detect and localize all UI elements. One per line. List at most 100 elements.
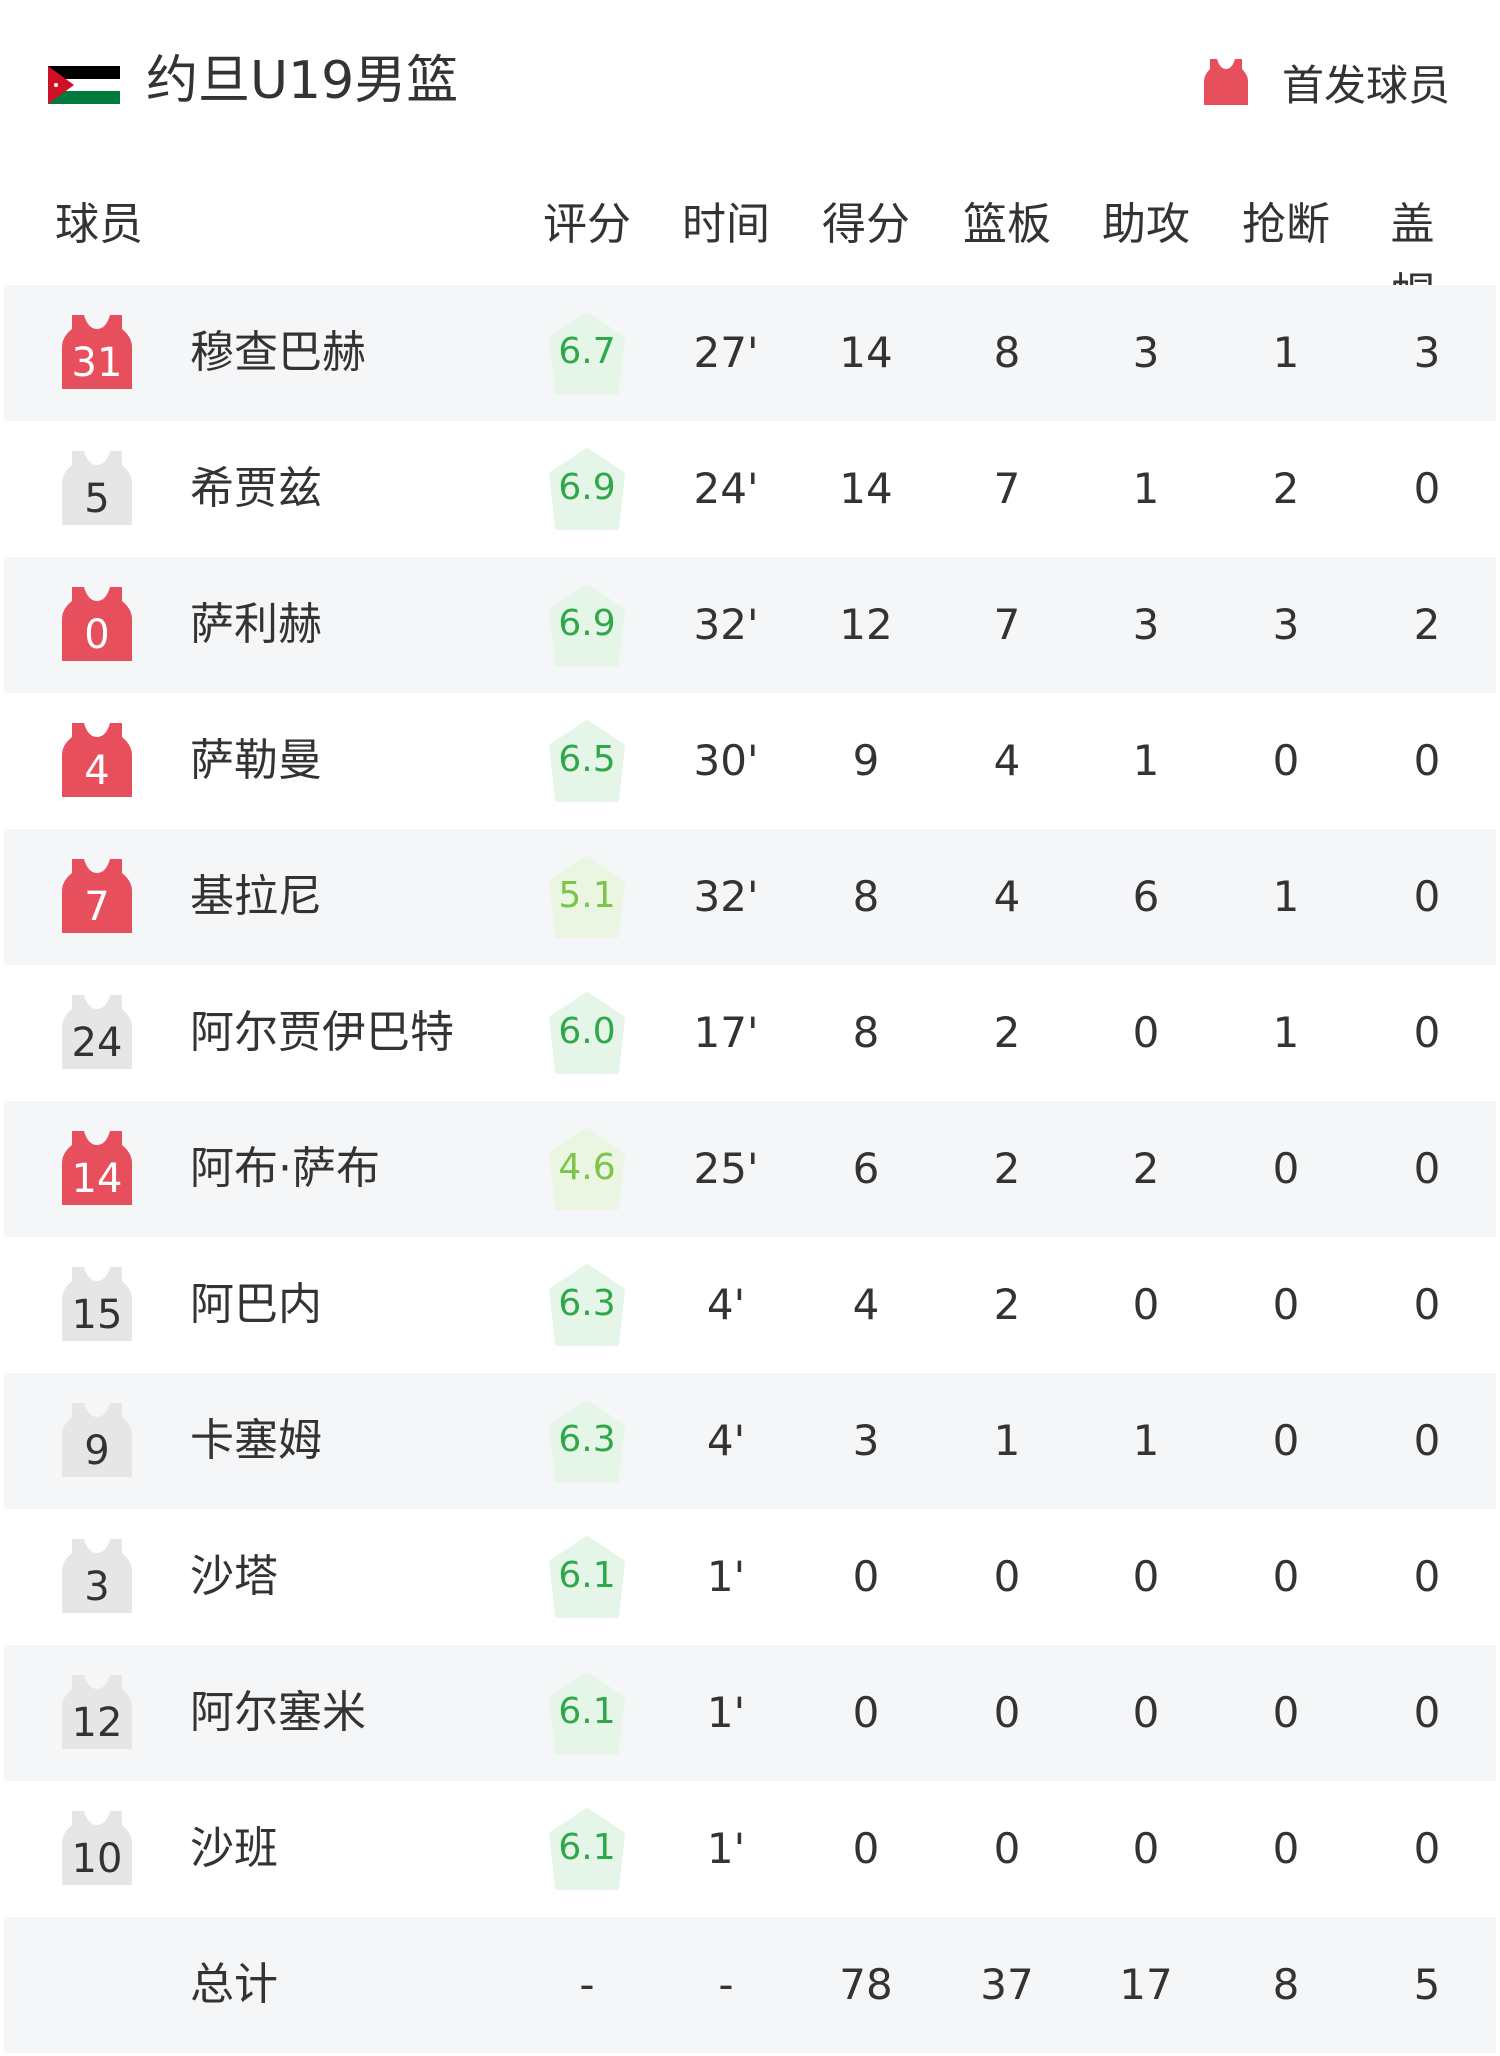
jersey-icon [1203, 59, 1248, 105]
stat-rebounds: 7 [993, 600, 1021, 649]
rating-pentagon-icon [549, 312, 625, 394]
player-name[interactable]: 阿尔贾伊巴特 [190, 1007, 454, 1058]
player-name[interactable]: 萨利赫 [190, 599, 322, 650]
stat-blocks: 0 [1413, 1416, 1441, 1465]
table-row[interactable]: 10 沙班 6.1 1' 0 0 0 0 0 [4, 1781, 1496, 1917]
rating-pentagon-icon [549, 1808, 625, 1890]
table-row[interactable]: 12 阿尔塞米 6.1 1' 0 0 0 0 0 [4, 1645, 1496, 1781]
rating-badge: 6.0 [547, 992, 627, 1074]
stat-steals: 0 [1272, 1824, 1300, 1873]
rating-value: 6.9 [558, 603, 616, 644]
player-name[interactable]: 沙塔 [190, 1551, 278, 1602]
rating-value: 6.7 [558, 331, 616, 372]
stat-time: 32' [693, 872, 759, 921]
player-name[interactable]: 阿布·萨布 [190, 1143, 380, 1194]
player-name[interactable]: 希贾兹 [190, 463, 322, 514]
table-row[interactable]: 3 沙塔 6.1 1' 0 0 0 0 0 [4, 1509, 1496, 1645]
jersey-icon [62, 1267, 132, 1341]
jersey-icon [62, 995, 132, 1069]
column-header-rebounds[interactable]: 篮板 [963, 199, 1051, 250]
jersey-icon [62, 1675, 132, 1749]
stat-time: 1' [706, 1824, 746, 1873]
stat-time: 1' [706, 1552, 746, 1601]
player-name[interactable]: 卡塞姆 [190, 1415, 322, 1466]
stat-assists: 1 [1132, 464, 1160, 513]
table-row[interactable]: 24 阿尔贾伊巴特 6.0 17' 8 2 0 1 0 [4, 965, 1496, 1101]
table-row[interactable]: 5 希贾兹 6.9 24' 14 7 1 2 0 [4, 421, 1496, 557]
stat-rebounds: 2 [993, 1144, 1021, 1193]
jersey-number-badge: 12 [62, 1675, 132, 1749]
rating-value: 6.0 [558, 1011, 616, 1052]
jersey-number: 24 [71, 1020, 123, 1066]
stat-points: 12 [839, 600, 893, 649]
stat-time: 25' [693, 1144, 759, 1193]
stat-blocks: 0 [1413, 1280, 1441, 1329]
stat-blocks: 0 [1413, 1824, 1441, 1873]
table-row[interactable]: 15 阿巴内 6.3 4' 4 2 0 0 0 [4, 1237, 1496, 1373]
totals-row[interactable]: 总计 - - 78 37 17 8 5 [4, 1917, 1496, 2053]
jersey-number: 0 [84, 612, 110, 658]
table-row[interactable]: 7 基拉尼 5.1 32' 8 4 6 1 0 [4, 829, 1496, 965]
rating-pentagon-icon [549, 720, 625, 802]
jersey-icon [62, 1131, 132, 1205]
stat-blocks: 2 [1413, 600, 1441, 649]
jersey-icon [62, 315, 132, 389]
stat-points: 4 [852, 1280, 880, 1329]
stat-steals: 8 [1272, 1960, 1300, 2009]
player-name[interactable]: 阿巴内 [190, 1279, 322, 1330]
jersey-icon [62, 723, 132, 797]
stat-steals: 0 [1272, 1280, 1300, 1329]
jersey-number: 9 [84, 1428, 110, 1474]
totals-label: 总计 [190, 1959, 278, 2010]
stat-points: 14 [839, 328, 893, 377]
rating-value: 5.1 [558, 875, 616, 916]
rating-badge: 6.1 [547, 1536, 627, 1618]
rating-badge: 6.9 [547, 448, 627, 530]
player-name[interactable]: 沙班 [190, 1823, 278, 1874]
stat-assists: 0 [1132, 1552, 1160, 1601]
column-header-rating[interactable]: 评分 [543, 199, 631, 250]
stat-steals: 2 [1272, 464, 1300, 513]
rating-value: 6.9 [558, 467, 616, 508]
column-header-points[interactable]: 得分 [822, 199, 910, 250]
column-header-time[interactable]: 时间 [682, 199, 770, 250]
rating-pentagon-icon [549, 1128, 625, 1210]
table-row[interactable]: 9 卡塞姆 6.3 4' 3 1 1 0 0 [4, 1373, 1496, 1509]
player-name[interactable]: 萨勒曼 [190, 735, 322, 786]
rating-badge: 6.1 [547, 1808, 627, 1890]
rating-badge: 6.7 [547, 312, 627, 394]
rating-value: 6.1 [558, 1691, 616, 1732]
jersey-number: 12 [71, 1700, 123, 1746]
player-name[interactable]: 穆查巴赫 [190, 327, 366, 378]
stat-assists: 1 [1132, 736, 1160, 785]
stat-assists: 1 [1132, 1416, 1160, 1465]
table-row[interactable]: 4 萨勒曼 6.5 30' 9 4 1 0 0 [4, 693, 1496, 829]
stat-time: - [718, 1960, 734, 2009]
jersey-number: 7 [84, 884, 110, 930]
column-header-steals[interactable]: 抢断 [1242, 199, 1330, 250]
jersey-number-badge: 10 [62, 1811, 132, 1885]
jersey-number: 14 [71, 1156, 123, 1202]
stat-rating: - [579, 1960, 595, 2009]
player-name[interactable]: 基拉尼 [190, 871, 322, 922]
stat-time: 17' [693, 1008, 759, 1057]
rating-value: 4.6 [558, 1147, 616, 1188]
rating-pentagon-icon [549, 1672, 625, 1754]
jersey-icon [62, 1811, 132, 1885]
legend-label: 首发球员 [1281, 60, 1450, 110]
column-header-assists[interactable]: 助攻 [1102, 199, 1190, 250]
table-row[interactable]: 0 萨利赫 6.9 32' 12 7 3 3 2 [4, 557, 1496, 693]
stat-time: 4' [706, 1416, 746, 1465]
rating-pentagon-icon [549, 992, 625, 1074]
jersey-number-badge: 4 [62, 723, 132, 797]
jersey-icon [62, 859, 132, 933]
starter-legend: 首发球员 [1203, 52, 1450, 112]
rating-value: 6.3 [558, 1419, 616, 1460]
player-name[interactable]: 阿尔塞米 [190, 1687, 366, 1738]
column-header-blocks[interactable]: 盖帽 [1390, 199, 1435, 320]
table-row[interactable]: 14 阿布·萨布 4.6 25' 6 2 2 0 0 [4, 1101, 1496, 1237]
table-row[interactable]: 31 穆查巴赫 6.7 27' 14 8 3 1 3 [4, 285, 1496, 421]
rating-badge: 6.3 [547, 1400, 627, 1482]
stat-points: 9 [852, 736, 880, 785]
stat-steals: 0 [1272, 736, 1300, 785]
